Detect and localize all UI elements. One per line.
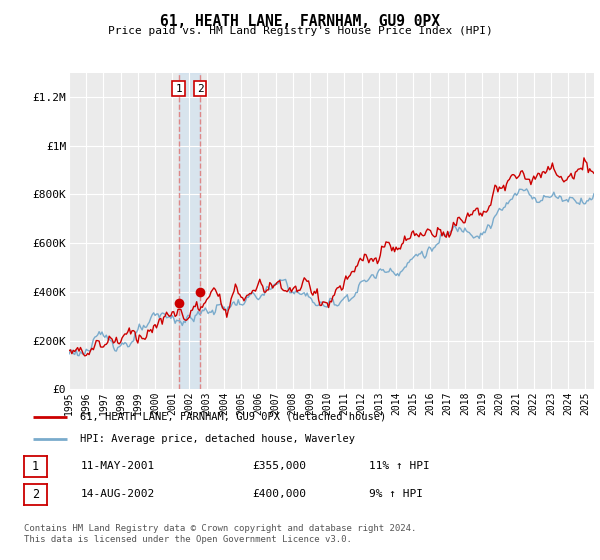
Text: 2: 2: [32, 488, 39, 501]
Text: 61, HEATH LANE, FARNHAM, GU9 0PX (detached house): 61, HEATH LANE, FARNHAM, GU9 0PX (detach…: [80, 412, 386, 422]
Text: 11-MAY-2001: 11-MAY-2001: [81, 461, 155, 472]
Text: HPI: Average price, detached house, Waverley: HPI: Average price, detached house, Wave…: [80, 434, 355, 444]
Text: 11% ↑ HPI: 11% ↑ HPI: [369, 461, 430, 472]
Text: 1: 1: [175, 83, 182, 94]
Text: Contains HM Land Registry data © Crown copyright and database right 2024.: Contains HM Land Registry data © Crown c…: [24, 524, 416, 533]
Text: 1: 1: [32, 460, 39, 473]
Text: £355,000: £355,000: [252, 461, 306, 472]
Text: £400,000: £400,000: [252, 489, 306, 500]
Text: 14-AUG-2002: 14-AUG-2002: [81, 489, 155, 500]
Text: Price paid vs. HM Land Registry's House Price Index (HPI): Price paid vs. HM Land Registry's House …: [107, 26, 493, 36]
Text: 2: 2: [197, 83, 203, 94]
Bar: [179, 73, 200, 389]
Text: 61, HEATH LANE, FARNHAM, GU9 0PX: 61, HEATH LANE, FARNHAM, GU9 0PX: [160, 14, 440, 29]
Text: 9% ↑ HPI: 9% ↑ HPI: [369, 489, 423, 500]
Text: This data is licensed under the Open Government Licence v3.0.: This data is licensed under the Open Gov…: [24, 535, 352, 544]
